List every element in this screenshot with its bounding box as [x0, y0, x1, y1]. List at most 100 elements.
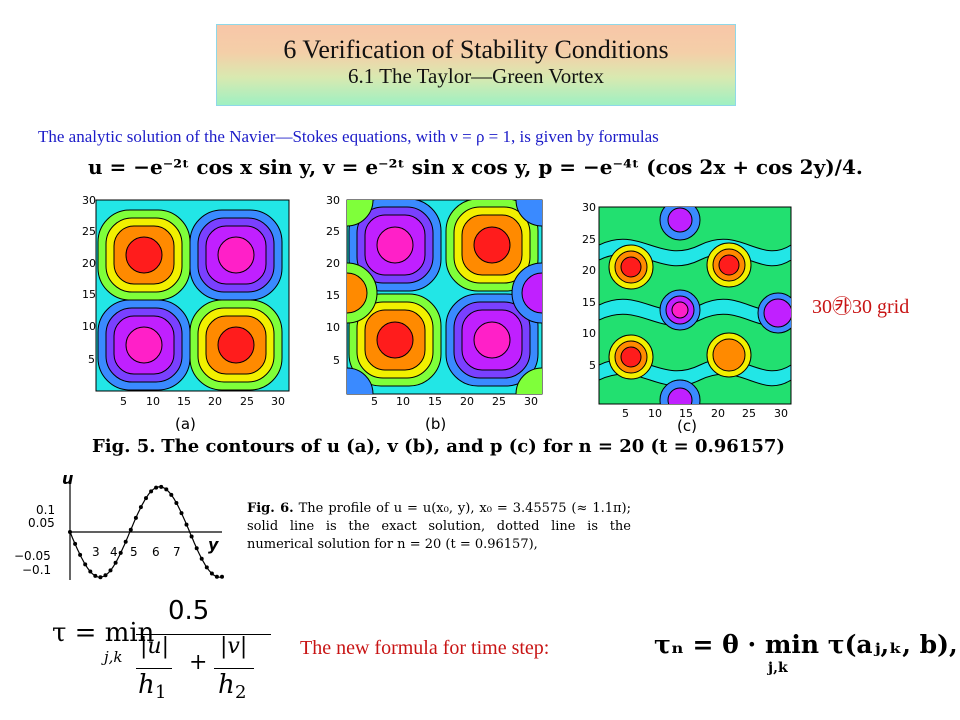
- contour-figure: 30 25 20 15 10 5 5 10 15 20 25 30 30 25 …: [82, 194, 792, 435]
- fig5-caption: The contours of u (a), v (b), and p (c) …: [161, 436, 785, 457]
- solution-formula: u = −e⁻²ᵗ cos x sin y, v = e⁻²ᵗ sin x co…: [88, 155, 863, 179]
- tick-label: 15: [428, 395, 442, 408]
- numerical-point: [118, 550, 123, 555]
- numerical-point: [93, 573, 98, 578]
- contour-plot-p: [598, 206, 792, 405]
- tick-label: 30: [582, 201, 596, 214]
- numerical-point: [220, 574, 224, 579]
- tick-label: 15: [582, 296, 596, 309]
- x-tick-label: 4: [110, 545, 118, 559]
- numerical-point: [149, 489, 154, 494]
- u-fraction-bar: [136, 668, 172, 669]
- numerical-point: [103, 573, 108, 578]
- tick-label: 25: [582, 233, 596, 246]
- numerical-point: [88, 569, 93, 574]
- h1-symbol: h: [138, 670, 155, 700]
- numerical-point: [98, 575, 103, 580]
- tick-label: 5: [589, 359, 596, 372]
- tick-label: 10: [582, 327, 596, 340]
- fig6-label: Fig. 6.: [247, 501, 294, 516]
- title-box: 6 Verification of Stability Conditions 6…: [216, 24, 736, 106]
- numerical-point: [174, 501, 179, 505]
- tick-label: 15: [82, 288, 96, 301]
- y-tick-label: −0.05: [14, 549, 51, 563]
- profile-plot: u y 0.1 0.05 −0.05 −0.1 3 4 5 6 7: [14, 469, 224, 580]
- plus-sign: +: [189, 650, 208, 675]
- tick-label: 25: [326, 225, 340, 238]
- time-step-formula: τₙ = θ · min τ(aⱼ,ₖ, b),: [654, 630, 958, 659]
- numerical-point: [73, 541, 78, 546]
- y-tick-label: 0.05: [28, 516, 55, 530]
- numerical-point: [204, 565, 209, 570]
- u-term: |u|: [140, 634, 169, 659]
- tick-label: 15: [679, 407, 693, 420]
- numerical-point: [123, 539, 128, 544]
- numerical-point: [133, 515, 138, 520]
- tick-label: 20: [711, 407, 725, 420]
- axis-y-label: y: [208, 535, 219, 554]
- tau-sub: j,k: [104, 648, 123, 666]
- tick-label: 20: [326, 257, 340, 270]
- tick-label: 30: [271, 395, 285, 408]
- tick-label: 15: [326, 289, 340, 302]
- tau-lhs: τ = min: [52, 618, 155, 648]
- h1-sub: 1: [155, 682, 167, 703]
- tau-formula: τ = min j,k 0.5 |u| h 1 + |v| h 2: [52, 596, 271, 708]
- tick-label: 5: [333, 354, 340, 367]
- numerical-point: [113, 560, 118, 565]
- numerical-point: [154, 485, 159, 490]
- slide-subtitle: 6.1 The Taylor—Green Vortex: [348, 64, 604, 88]
- tick-label: 30: [524, 395, 538, 408]
- tick-label: 20: [460, 395, 474, 408]
- fig5-caption-line: Fig. 5. The contours of u (a), v (b), an…: [92, 436, 785, 457]
- numerical-point: [83, 562, 88, 567]
- y-tick-label: −0.1: [22, 563, 51, 577]
- y-tick-label: 0.1: [36, 503, 55, 517]
- v-term: |v|: [220, 634, 248, 659]
- x-tick-label: 7: [173, 545, 181, 559]
- tick-label: 10: [396, 395, 410, 408]
- grid-note: 30㉸30 grid: [812, 296, 910, 318]
- tick-label: 10: [82, 320, 96, 333]
- panel-label-b: (b): [425, 415, 446, 433]
- tick-label: 10: [326, 321, 340, 334]
- tick-label: 10: [146, 395, 160, 408]
- numerical-point: [144, 496, 148, 501]
- slide-title: 6 Verification of Stability Conditions: [283, 35, 669, 64]
- tick-label: 20: [582, 264, 596, 277]
- time-step-label: The new formula for time step:: [300, 637, 550, 659]
- axis-u-label: u: [62, 469, 73, 488]
- numerical-point: [138, 505, 143, 510]
- contour-plot-v: [346, 199, 543, 395]
- numerical-point: [108, 568, 113, 573]
- numerical-point: [68, 530, 72, 534]
- h2-symbol: h: [218, 670, 235, 700]
- tick-label: 15: [177, 395, 191, 408]
- time-step-sub: j,k: [768, 660, 788, 676]
- tick-label: 20: [208, 395, 222, 408]
- numerical-point: [159, 484, 164, 489]
- panel-label-a: (a): [175, 415, 196, 433]
- tick-label: 5: [120, 395, 127, 408]
- tick-label: 25: [492, 395, 506, 408]
- tick-label: 20: [82, 257, 96, 270]
- fig6-caption: The profile of u = u(x₀, y), x₀ = 3.4557…: [247, 501, 631, 552]
- tick-label: 30: [326, 194, 340, 207]
- x-tick-label: 3: [92, 545, 100, 559]
- intro-text: The analytic solution of the Navier—Stok…: [38, 127, 659, 146]
- tick-label: 5: [622, 407, 629, 420]
- fig5-label: Fig. 5.: [92, 436, 156, 457]
- numerical-point: [184, 522, 189, 527]
- tick-label: 5: [371, 395, 378, 408]
- numerical-solution-dots: [68, 484, 224, 580]
- tick-label: 25: [82, 225, 96, 238]
- fig6-caption-block: Fig. 6. The profile of u = u(x₀, y), x₀ …: [247, 500, 631, 554]
- x-tick-label: 5: [130, 545, 138, 559]
- numerical-point: [164, 487, 169, 492]
- h2-sub: 2: [235, 682, 247, 703]
- numerical-point: [179, 511, 184, 516]
- tick-label: 25: [742, 407, 756, 420]
- numerical-point: [169, 492, 174, 497]
- panel-label-c: (c): [677, 417, 697, 435]
- tau-numerator: 0.5: [168, 596, 210, 626]
